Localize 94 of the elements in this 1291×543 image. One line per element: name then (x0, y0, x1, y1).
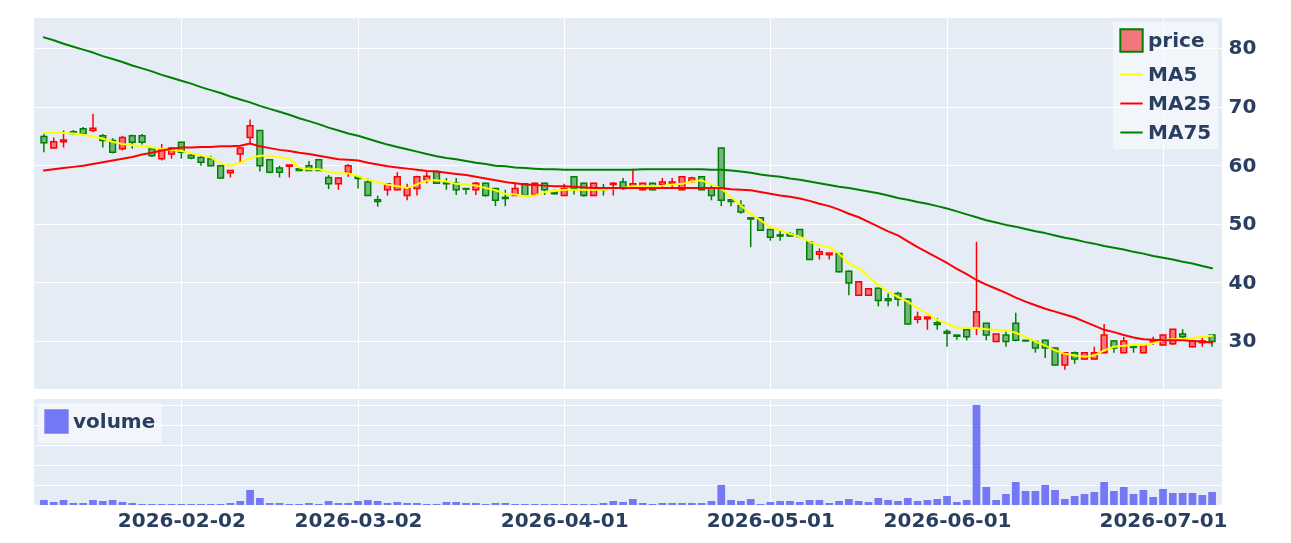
bar (442, 502, 451, 505)
y-tick-label: 50 (1228, 211, 1257, 236)
bar (1100, 482, 1108, 505)
bar (364, 500, 372, 505)
y-tick-label: 80 (1228, 35, 1257, 60)
y-tick-label: 30 (1228, 328, 1257, 353)
bar (1168, 493, 1177, 505)
bar (874, 498, 883, 505)
bar (717, 485, 726, 505)
bar (354, 501, 362, 505)
bar (815, 500, 824, 505)
bar (933, 499, 942, 505)
y-tick-label: 60 (1228, 152, 1257, 177)
bar (953, 502, 961, 505)
bar (49, 502, 58, 505)
bar (707, 501, 716, 505)
bar (982, 487, 991, 505)
legend-label: MA25 (1148, 90, 1212, 115)
bar (972, 405, 981, 505)
bar (1031, 491, 1040, 505)
bar (256, 498, 264, 505)
x-tick-label: 2026-07-01 (1099, 507, 1228, 532)
bar (795, 502, 804, 505)
bar (1110, 491, 1118, 505)
bar (629, 499, 637, 505)
bar (1119, 487, 1128, 505)
bar (943, 496, 951, 505)
x-tick-label: 2026-05-01 (706, 507, 835, 532)
bar (786, 501, 794, 505)
bar (40, 500, 48, 505)
bar (609, 501, 618, 505)
bar (1188, 493, 1197, 505)
bar (894, 501, 902, 505)
bar (913, 501, 922, 505)
bar (1090, 492, 1099, 505)
bar (1011, 482, 1020, 505)
candlestick (89, 113, 97, 134)
bar (373, 501, 382, 505)
bar (1051, 490, 1059, 505)
bar (923, 500, 932, 505)
candlestick (747, 217, 755, 248)
bar (393, 502, 402, 505)
bar (1060, 499, 1069, 505)
bar (1178, 493, 1187, 505)
candlestick (884, 292, 892, 308)
bar (854, 501, 863, 505)
bar (903, 498, 912, 505)
bar (1159, 489, 1167, 505)
legend-label: volume (73, 408, 156, 433)
bar (737, 501, 745, 505)
bar (962, 500, 971, 505)
candlestick (40, 133, 48, 153)
bar (884, 500, 892, 505)
bar (1208, 492, 1216, 505)
bar (108, 500, 117, 505)
legend-label: MA75 (1148, 119, 1212, 144)
bar (1198, 495, 1207, 505)
y-tick-label: 70 (1228, 94, 1257, 118)
candlestick (874, 286, 882, 308)
bar (59, 500, 68, 505)
legend-label: MA5 (1148, 61, 1198, 86)
bar (1080, 494, 1089, 505)
bar (118, 502, 127, 505)
bar (992, 500, 1000, 505)
bar (452, 502, 461, 505)
bar (1070, 496, 1079, 505)
bar (805, 500, 814, 505)
bar (864, 502, 873, 505)
bar (776, 501, 785, 505)
bar (324, 501, 333, 505)
candlestick (845, 269, 853, 296)
bar (246, 490, 254, 505)
bar (619, 502, 627, 505)
legend-label: price (1148, 27, 1205, 52)
bar (1021, 491, 1030, 505)
bar (845, 499, 853, 505)
bar (236, 501, 245, 505)
x-tick-label: 2026-02-02 (117, 507, 246, 532)
candlestick (943, 328, 951, 348)
x-tick-label: 2026-04-01 (500, 507, 629, 532)
y-tick-label: 40 (1228, 269, 1257, 294)
x-tick-label: 2026-06-01 (883, 507, 1012, 532)
bar (1129, 494, 1138, 505)
bar (89, 500, 97, 505)
bar (746, 499, 755, 505)
bar (98, 501, 107, 505)
bar (1002, 494, 1010, 505)
bar (727, 500, 735, 505)
bar (1041, 485, 1050, 505)
x-tick-label: 2026-03-02 (294, 507, 423, 532)
bar (1139, 490, 1148, 505)
bar (766, 502, 775, 505)
bar (1149, 497, 1158, 505)
bar (835, 501, 843, 505)
